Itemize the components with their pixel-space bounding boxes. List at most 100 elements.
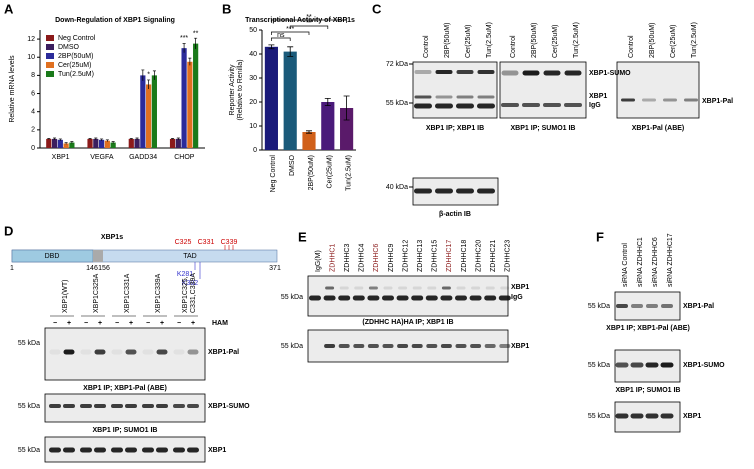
band <box>471 286 481 290</box>
x-tick-label: GADD34 <box>129 154 157 161</box>
band <box>156 447 168 453</box>
lane-label: 2BP(50uM) <box>531 23 538 58</box>
band <box>414 188 432 194</box>
bar <box>51 138 58 148</box>
chart-title: Down-Regulation of XBP1 Signaling <box>55 17 175 24</box>
significance-bracket <box>271 19 347 23</box>
error-bar <box>129 138 133 140</box>
lane-label: ZDHHC13 <box>417 240 424 272</box>
position-label: 156 <box>98 265 110 272</box>
lane-label: siRNA ZDHHC17 <box>667 233 674 287</box>
domain-label: DBD <box>45 253 60 260</box>
panel-letter: B <box>222 1 231 16</box>
band <box>477 70 495 74</box>
y-tick-label: 0 <box>31 145 35 152</box>
significance-bracket <box>271 37 291 41</box>
blot-caption: XBP1 IP; XBP1-Pal (ABE) <box>606 325 690 332</box>
y-tick-label: 10 <box>27 54 35 61</box>
band <box>367 295 380 301</box>
band <box>125 349 137 355</box>
band <box>63 404 75 408</box>
band <box>615 413 629 419</box>
legend-label: Neg Control <box>58 35 96 42</box>
band <box>382 344 394 348</box>
legend-swatch <box>46 44 54 50</box>
band <box>663 98 677 102</box>
band-label: XBP1 <box>589 93 607 100</box>
error-bar <box>147 79 151 89</box>
blot-caption: XBP1 IP; XBP1 IB <box>426 125 484 132</box>
bar <box>321 102 335 150</box>
error-bar <box>111 141 115 144</box>
band <box>368 286 378 290</box>
band <box>142 447 154 453</box>
error-bar <box>94 137 98 140</box>
band <box>499 344 511 348</box>
marker-label: 72 kDa <box>386 61 408 68</box>
band <box>522 70 540 76</box>
lane-label: Cer(25uM) <box>670 25 677 58</box>
lane-label: Control <box>628 35 635 58</box>
band <box>324 344 336 348</box>
band <box>397 344 409 348</box>
panel-letter: F <box>596 229 604 244</box>
bar <box>110 142 116 148</box>
error-bar <box>100 138 104 141</box>
y-tick-label: 40 <box>249 51 257 58</box>
band <box>339 286 349 290</box>
bar <box>340 108 354 150</box>
band <box>501 103 519 107</box>
y-axis-label: Reporter Activity <box>229 64 236 115</box>
y-tick-label: 30 <box>249 75 257 82</box>
error-bar <box>105 139 109 142</box>
lane-label: siRNA Control <box>622 243 629 287</box>
sign-label: − <box>53 320 57 327</box>
lane-label: ZDHHC15 <box>432 240 439 272</box>
band <box>621 98 635 102</box>
band <box>426 344 438 348</box>
bar <box>175 138 181 148</box>
x-tick-label: Neg Control <box>270 155 277 193</box>
band <box>414 95 432 99</box>
band <box>441 286 451 290</box>
band <box>411 344 423 348</box>
lane-label: ZDHHC20 <box>475 240 482 272</box>
significance-label: ** <box>306 14 312 21</box>
error-bar <box>64 142 68 145</box>
position-label: 146 <box>86 265 98 272</box>
linker <box>93 250 103 262</box>
y-tick-label: 8 <box>31 72 35 79</box>
band <box>477 95 495 99</box>
error-bar <box>58 138 62 141</box>
bar <box>98 139 105 148</box>
protein-name: XBP1s <box>101 234 123 241</box>
y-tick-label: 0 <box>253 147 257 154</box>
blot-caption: XBP1 IP; SUMO1 IB <box>93 427 158 434</box>
band <box>477 188 495 194</box>
significance-label: ns <box>277 32 285 39</box>
annotation: * <box>147 71 150 78</box>
sign-label: + <box>191 320 195 327</box>
blot <box>499 61 587 119</box>
band <box>156 349 168 355</box>
lane-label: ZDHHC1 <box>329 244 336 272</box>
band <box>111 447 123 453</box>
bar <box>187 61 193 149</box>
error-bar <box>171 138 175 140</box>
x-tick-label: Tun(2.5uM) <box>345 155 352 191</box>
marker-label: 55 kDa <box>588 303 610 310</box>
band <box>80 404 92 408</box>
marker-label: 55 kDa <box>18 403 40 410</box>
bar <box>69 142 75 148</box>
x-tick-label: CHOP <box>174 154 195 161</box>
lane-label: ZDHHC17 <box>446 240 453 272</box>
band <box>325 286 335 290</box>
lane-label: ZDHHC23 <box>505 240 512 272</box>
bar <box>87 138 93 148</box>
x-tick-label: 2BP(50uM) <box>308 155 315 190</box>
cysteine-label: C325 <box>175 239 192 246</box>
blot-caption: (ZDHHC HA)HA IP; XBP1 IB <box>362 319 453 326</box>
lane-label: ZDHHC21 <box>490 240 497 272</box>
bar <box>302 132 316 150</box>
